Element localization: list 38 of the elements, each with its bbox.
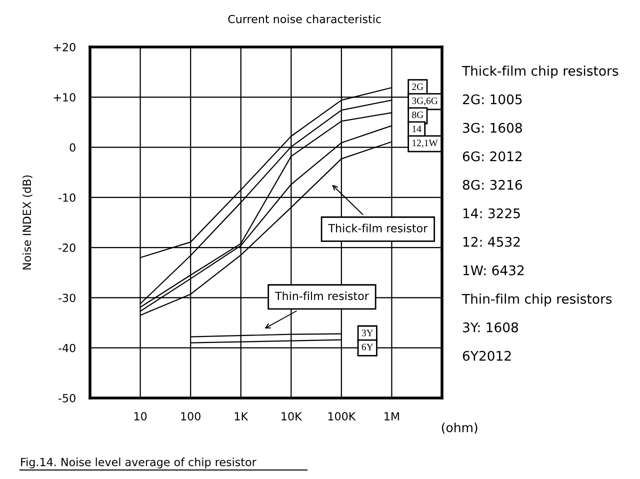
text: 12: 4532 xyxy=(463,236,520,247)
y-tick-label: +20 xyxy=(54,42,76,52)
caption: Fig.14. Noise level average of chip resistor xyxy=(21,458,256,468)
legend-label: 8G xyxy=(412,112,424,118)
text: 6G: 2012 xyxy=(462,151,522,162)
text: Thin-film chip resistors xyxy=(462,294,612,306)
x-tick-label: 1M xyxy=(384,412,399,420)
x-tick-label: 100K xyxy=(328,412,356,420)
text: 1W: 6432 xyxy=(463,265,524,276)
text: 3Y xyxy=(362,330,374,336)
y-tick-label: -10 xyxy=(58,193,76,202)
y-axis-title: Noise INDEX (dB) xyxy=(22,175,32,270)
x-tick-label: 10K xyxy=(282,412,302,420)
text: 2G: 1005 xyxy=(462,94,522,104)
y-tick-label: +10 xyxy=(54,93,76,102)
chart-title: Current noise characteristic xyxy=(228,14,381,24)
y-tick-label: -20 xyxy=(58,244,76,252)
annotation: Thin-film resistor xyxy=(274,292,369,300)
legend-label: 3G,6G xyxy=(412,98,438,106)
text: 6Y2012 xyxy=(462,350,511,361)
y-tick-label: -50 xyxy=(58,394,76,402)
x-tick-label: 10 xyxy=(134,412,147,420)
text: 2G xyxy=(412,84,424,90)
legend-label: 6Y xyxy=(362,344,374,350)
annotation: Thick-film resistor xyxy=(328,224,428,232)
y-tick-label: -40 xyxy=(58,344,76,352)
text: 3G: 1608 xyxy=(463,122,522,133)
text: 8G: 3216 xyxy=(462,180,522,190)
text: Thick-film chip resistors xyxy=(462,66,618,78)
legend-label: 12,1W xyxy=(412,140,438,148)
x-tick-label: 100 xyxy=(181,412,200,420)
x-tick-label: 1K xyxy=(234,412,248,420)
y-tick-label: -30 xyxy=(58,294,76,302)
legend-label: 14 xyxy=(412,126,422,132)
text: 3Y: 1608 xyxy=(463,322,518,332)
text: 14: 3225 xyxy=(463,208,520,218)
x-axis-title: (ohm) xyxy=(442,422,478,434)
y-tick-label: 0 xyxy=(70,143,76,152)
